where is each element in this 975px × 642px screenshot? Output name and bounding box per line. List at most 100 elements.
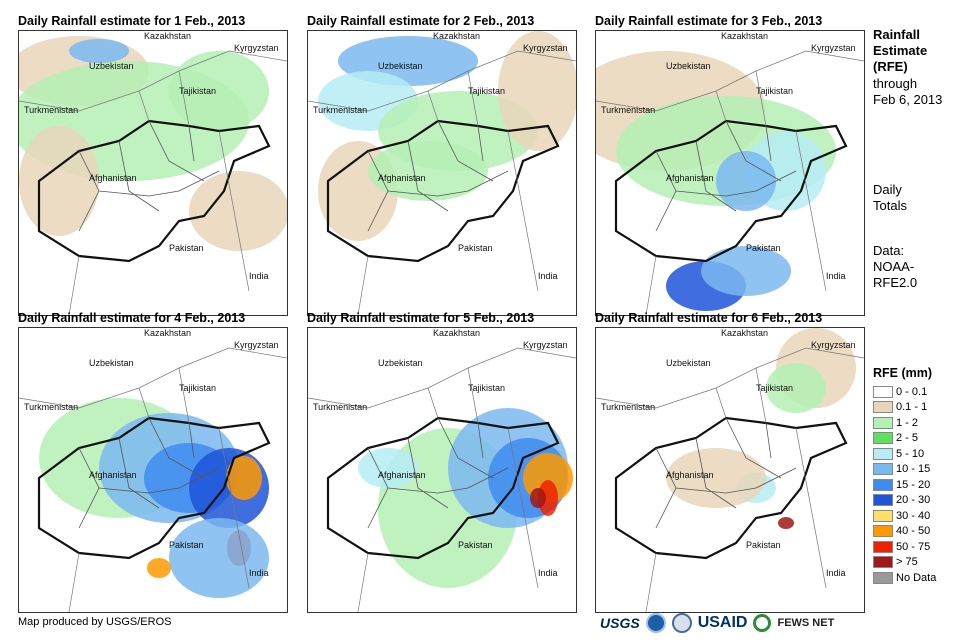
province-borders [78,120,220,232]
rainfall-area [530,488,546,508]
sidebar-title: Rainfall Estimate (RFE) [873,27,973,75]
map-credit: Map produced by USGS/EROS [18,616,172,628]
legend-item: 20 - 30 [873,493,973,509]
country-label: Afghanistan [378,470,426,480]
country-border [37,119,271,263]
data-source-line2: RFE2.0 [873,275,918,290]
country-label: Kazakhstan [433,31,480,41]
rainfall-map: Kazakhstan Kyrgyzstan Uzbekistan Tajikistan… [307,327,577,613]
map-canvas: Kazakhstan Kyrgyzstan Uzbekistan Tajikistan… [308,328,576,612]
legend-item: > 75 [873,555,973,571]
map-panel-5: Daily Rainfall estimate for 5 Feb., 2013… [307,309,597,613]
legend-title: RFE (mm) [873,366,933,380]
panel-title: Daily Rainfall estimate for 6 Feb., 2013 [595,311,823,325]
country-label: India [249,568,269,578]
noaa-logo-icon [645,613,666,633]
legend-item: 30 - 40 [873,508,973,524]
country-label: India [826,271,846,281]
country-label: Tajikistan [756,86,793,96]
panel-title: Daily Rainfall estimate for 5 Feb., 2013 [307,311,535,325]
legend-label: 30 - 40 [896,509,931,522]
legend-rows: 0 - 0.1 0.1 - 1 1 - 2 2 - 5 5 - 10 10 - 15 15 … [873,384,973,586]
legend-label: 0 - 0.1 [896,385,928,398]
data-source-line1: NOAA- [873,259,915,274]
country-label: Kazakhstan [144,31,191,41]
rainfall-area [498,31,576,151]
map-canvas: Kazakhstan Kyrgyzstan Uzbekistan Tajikistan… [19,328,287,612]
legend-item: 40 - 50 [873,524,973,540]
rfe-legend: RFE (mm) 0 - 0.1 0.1 - 1 1 - 2 2 - 5 5 - 10 1… [873,366,973,586]
country-label: Kyrgyzstan [523,43,568,53]
legend-item: 0.1 - 1 [873,400,973,416]
fews-logo-icon [753,614,772,632]
province-borders [367,417,509,529]
legend-item: 50 - 75 [873,539,973,555]
legend-label: 1 - 2 [896,416,919,429]
legend-label: 5 - 10 [896,447,925,460]
rainfall-area [766,363,826,413]
legend-label: 20 - 30 [896,494,931,507]
country-label: India [249,271,269,281]
neighbor-borders [19,50,287,315]
province-borders [367,120,509,232]
country-label: Uzbekistan [378,61,423,71]
legend-swatch [873,525,893,538]
rainfall-area [226,456,262,500]
country-label: Pakistan [458,243,493,253]
daily-label: Daily [873,182,902,197]
through-label: through [873,76,918,91]
country-label: India [538,271,558,281]
neighbor-borders [308,347,576,612]
country-label: Tajikistan [468,86,505,96]
map-canvas: Kazakhstan Kyrgyzstan Uzbekistan Tajikistan… [596,328,864,612]
country-label: Turkmenistan [601,105,655,115]
country-border [614,119,848,263]
through-date: Feb 6, 2013 [873,92,943,107]
country-label: Afghanistan [666,173,714,183]
country-label: Uzbekistan [666,61,711,71]
fews-logo: FEWS NET [777,617,835,629]
legend-item: No Data [873,570,973,586]
legend-label: 0.1 - 1 [896,401,928,414]
map-canvas: Kazakhstan Kyrgyzstan Uzbekistan Tajikistan… [596,31,864,315]
legend-swatch [873,494,893,507]
legend-item: 1 - 2 [873,415,973,431]
legend-swatch [873,385,893,398]
rainfall-area [189,171,287,251]
country-label: Uzbekistan [89,61,134,71]
legend-swatch [873,478,893,491]
legend-swatch [873,571,893,584]
legend-label: 40 - 50 [896,525,931,538]
panel-title: Daily Rainfall estimate for 2 Feb., 2013 [307,14,535,28]
map-panel-6: Daily Rainfall estimate for 6 Feb., 2013… [595,309,885,613]
map-panel-3: Daily Rainfall estimate for 3 Feb., 2013… [595,12,885,316]
rainfall-map: Kazakhstan Kyrgyzstan Uzbekistan Tajikistan… [595,30,865,316]
legend-label: 2 - 5 [896,432,919,445]
country-label: Kyrgyzstan [811,43,856,53]
logo-bar: USGS USAID FEWS NET [600,610,834,636]
neighbor-borders [596,50,864,315]
legend-item: 2 - 5 [873,431,973,447]
country-label: Pakistan [169,540,204,550]
country-label: Kyrgyzstan [234,43,279,53]
rainfall-area [147,558,171,578]
country-label: Pakistan [746,540,781,550]
legend-item: 5 - 10 [873,446,973,462]
country-label: Kazakhstan [721,328,768,338]
legend-item: 15 - 20 [873,477,973,493]
country-label: India [538,568,558,578]
country-label: Kazakhstan [721,31,768,41]
usgs-logo: USGS [600,615,640,631]
country-label: Uzbekistan [666,358,711,368]
country-label: Uzbekistan [89,358,134,368]
data-source-text: Data: NOAA- RFE2.0 [873,243,917,291]
country-border [326,416,560,560]
rainfall-area [701,246,791,296]
country-label: Tajikistan [756,383,793,393]
legend-label: 50 - 75 [896,540,931,553]
country-label: Afghanistan [89,173,137,183]
country-label: Turkmenistan [313,105,367,115]
rainfall-map: Kazakhstan Kyrgyzstan Uzbekistan Tajikistan… [18,30,288,316]
country-border [37,416,271,560]
country-label: Afghanistan [378,173,426,183]
